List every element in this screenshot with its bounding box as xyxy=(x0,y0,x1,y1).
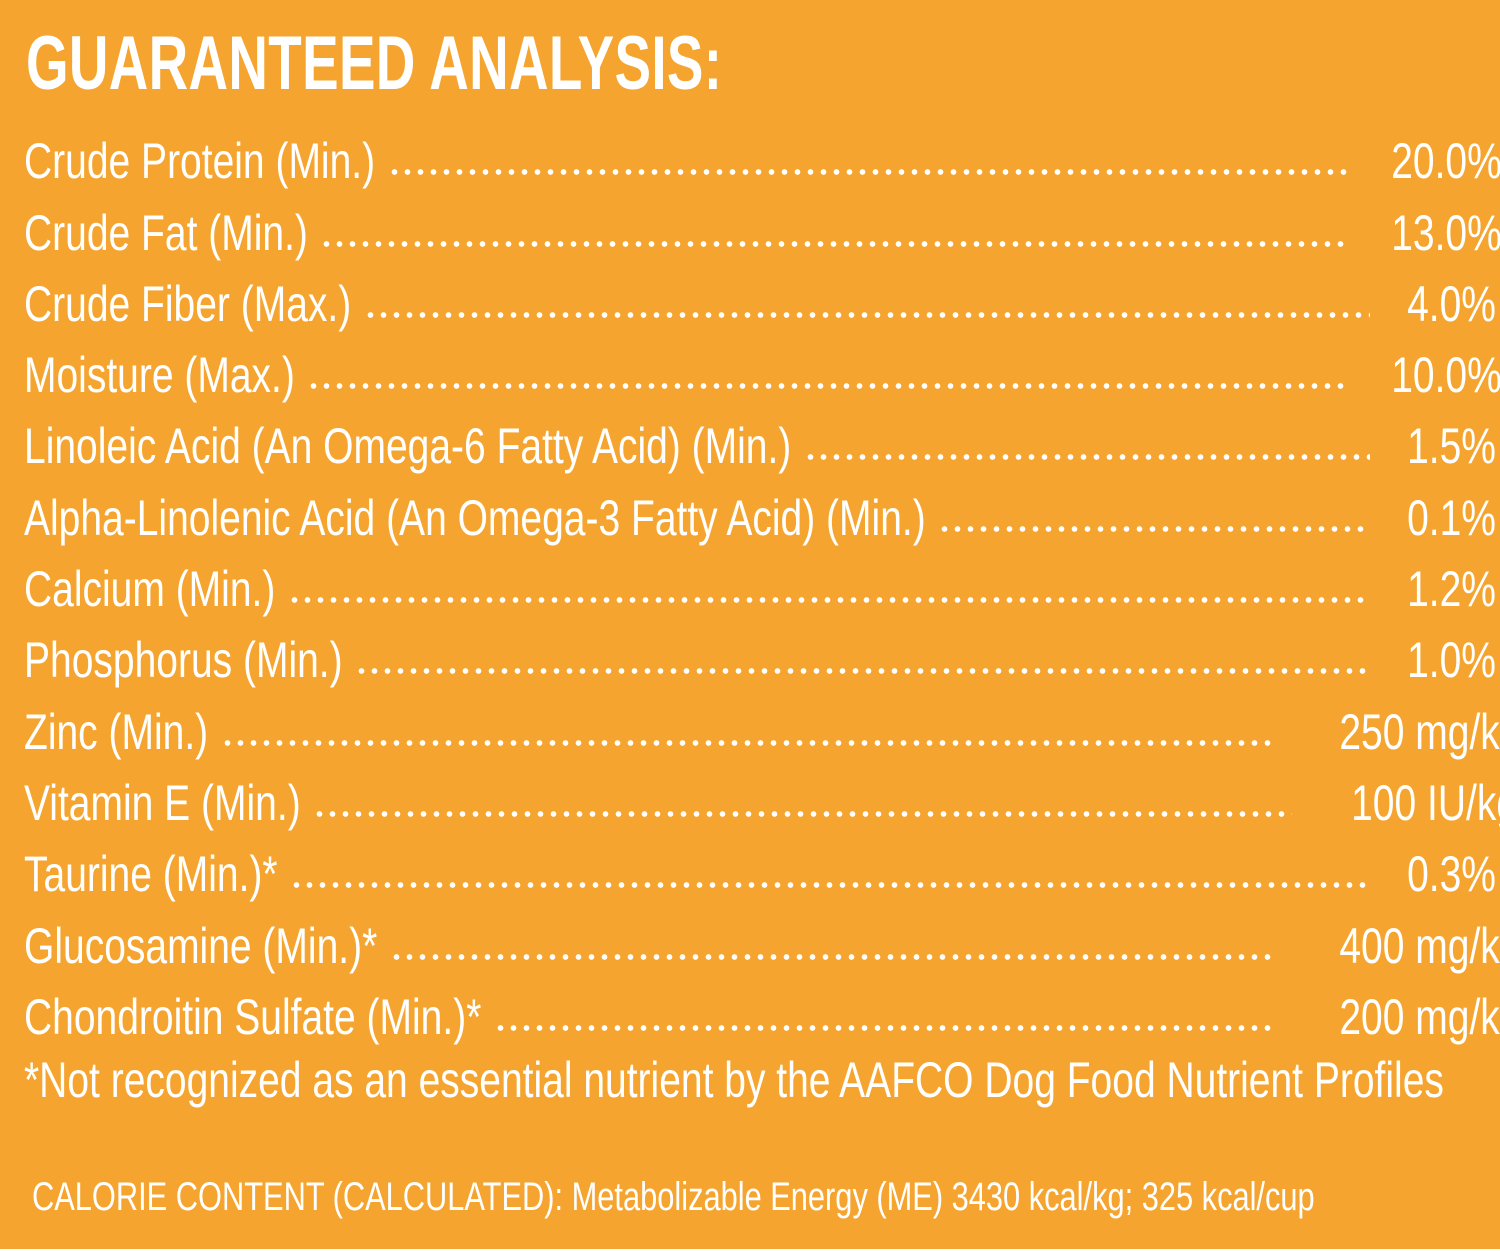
dot-leader xyxy=(364,309,1370,320)
nutrient-row: Zinc (Min.) 250 mg/kg xyxy=(24,696,1500,767)
nutrient-label: Crude Fiber (Max.) xyxy=(24,275,352,332)
nutrient-value: 1.5% xyxy=(1407,418,1496,475)
nutrient-label: Chondroitin Sulfate (Min.)* xyxy=(24,988,482,1045)
nutrient-label: Glucosamine (Min.)* xyxy=(24,917,378,974)
nutrient-value: 400 mg/kg xyxy=(1339,917,1500,974)
dot-leader xyxy=(388,167,1348,178)
nutrient-row: Linoleic Acid (An Omega-6 Fatty Acid) (M… xyxy=(24,411,1496,482)
nutrient-label: Calcium (Min.) xyxy=(24,561,276,618)
nutrient-row: Calcium (Min.) 1.2% xyxy=(24,554,1496,625)
nutrient-value: 0.3% xyxy=(1407,846,1496,903)
nutrient-label: Taurine (Min.)* xyxy=(24,846,278,903)
nutrient-row: Glucosamine (Min.)* 400 mg/kg xyxy=(24,910,1500,981)
nutrient-row: Taurine (Min.)* 0.3% xyxy=(24,839,1496,910)
nutrient-row: Alpha-Linolenic Acid (An Omega-3 Fatty A… xyxy=(24,482,1496,553)
dot-leader xyxy=(313,808,1292,819)
nutrient-value: 1.0% xyxy=(1407,632,1496,689)
nutrient-label: Crude Fat (Min.) xyxy=(24,204,308,261)
dot-leader xyxy=(355,666,1370,677)
dot-leader xyxy=(320,238,1348,249)
nutrient-value: 1.2% xyxy=(1407,561,1496,618)
dot-leader xyxy=(288,595,1370,606)
nutrient-value: 10.0% xyxy=(1391,347,1500,404)
dot-leader xyxy=(494,1022,1276,1033)
nutrient-label: Linoleic Acid (An Omega-6 Fatty Acid) (M… xyxy=(24,418,792,475)
nutrient-value: 13.0% xyxy=(1391,204,1500,261)
nutrient-value: 4.0% xyxy=(1407,275,1496,332)
nutrient-row: Crude Protein (Min.) 20.0% xyxy=(24,126,1500,197)
panel-title: GUARANTEED ANALYSIS: xyxy=(26,21,723,106)
aafco-footnote: *Not recognized as an essential nutrient… xyxy=(24,1052,1444,1108)
dot-leader xyxy=(938,523,1370,534)
nutrient-value: 200 mg/kg xyxy=(1339,988,1500,1045)
calorie-content: CALORIE CONTENT (CALCULATED): Metaboliza… xyxy=(32,1175,1315,1219)
nutrient-value: 20.0% xyxy=(1391,133,1500,190)
nutrient-label: Crude Protein (Min.) xyxy=(24,133,376,190)
nutrient-row: Chondroitin Sulfate (Min.)* 200 mg/kg xyxy=(24,982,1500,1053)
nutrient-row: Phosphorus (Min.) 1.0% xyxy=(24,625,1496,696)
nutrient-row: Vitamin E (Min.) 100 IU/kg xyxy=(24,768,1500,839)
nutrient-value: 0.1% xyxy=(1407,489,1496,546)
nutrient-label: Alpha-Linolenic Acid (An Omega-3 Fatty A… xyxy=(24,489,926,546)
nutrient-value: 250 mg/kg xyxy=(1339,703,1500,760)
dot-leader xyxy=(390,951,1276,962)
nutrient-label: Moisture (Max.) xyxy=(24,347,295,404)
nutrient-label: Vitamin E (Min.) xyxy=(24,774,301,831)
dot-leader xyxy=(221,737,1276,748)
nutrient-row: Moisture (Max.) 10.0% xyxy=(24,340,1500,411)
nutrient-label: Zinc (Min.) xyxy=(24,703,209,760)
dot-leader xyxy=(290,880,1370,891)
dot-leader xyxy=(307,381,1348,392)
nutrient-value: 100 IU/kg xyxy=(1351,774,1500,831)
nutrient-list: Crude Protein (Min.) 20.0% Crude Fat (Mi… xyxy=(24,126,1500,1053)
nutrient-row: Crude Fiber (Max.) 4.0% xyxy=(24,269,1496,340)
nutrient-label: Phosphorus (Min.) xyxy=(24,632,343,689)
nutrient-row: Crude Fat (Min.) 13.0% xyxy=(24,197,1500,268)
dot-leader xyxy=(804,452,1370,463)
